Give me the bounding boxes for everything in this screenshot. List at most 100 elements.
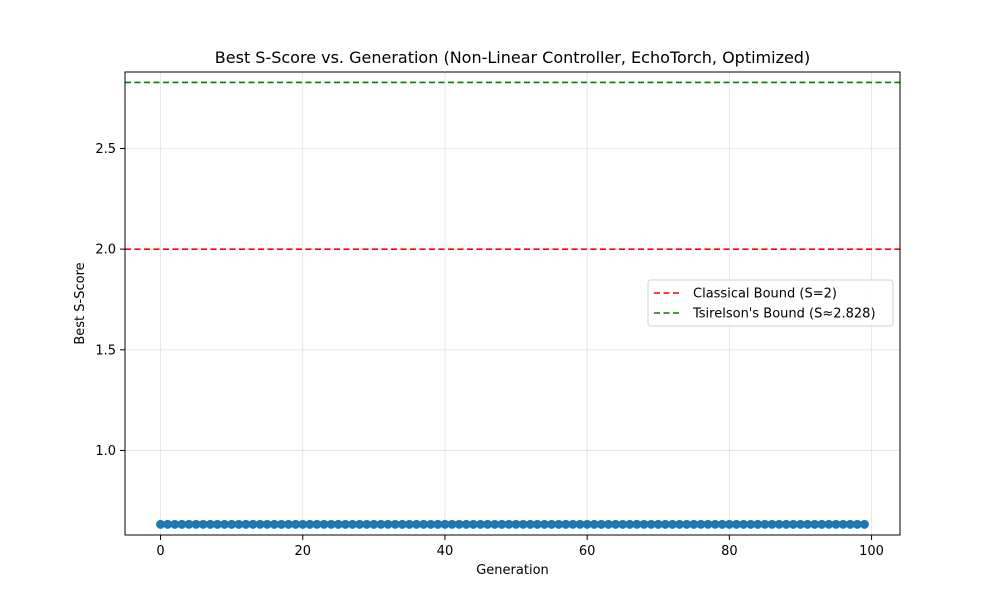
data-point (739, 519, 749, 529)
data-point (603, 519, 613, 529)
y-axis-ticks: 1.0 1.5 2.0 2.5 (95, 142, 125, 459)
data-point (284, 519, 294, 529)
data-point (312, 519, 322, 529)
x-axis-label: Generation (476, 563, 549, 578)
data-point (390, 519, 400, 529)
x-axis-ticks: 0 20 40 60 80 100 (156, 535, 884, 559)
data-point (412, 519, 422, 529)
x-tick-label: 100 (859, 544, 884, 559)
data-point (682, 519, 692, 529)
data-point (369, 519, 379, 529)
data-point (184, 519, 194, 529)
plot-area-frame (124, 71, 901, 536)
data-point (575, 519, 585, 529)
data-point (156, 519, 166, 529)
data-point (746, 519, 756, 529)
data-point (461, 519, 471, 529)
data-point (262, 519, 272, 529)
data-point (440, 519, 450, 529)
data-point (234, 519, 244, 529)
data-point (859, 519, 869, 529)
data-point (525, 519, 535, 529)
x-tick-label: 0 (156, 544, 164, 559)
data-point (376, 519, 386, 529)
data-point (653, 519, 663, 529)
chart-title: Best S-Score vs. Generation (Non-Linear … (215, 48, 810, 67)
data-point (276, 519, 286, 529)
reference-lines (125, 81, 900, 250)
data-point (198, 519, 208, 529)
y-axis-label: Best S-Score (73, 262, 88, 344)
data-point (781, 519, 791, 529)
y-tick-label: 1.0 (95, 444, 116, 459)
data-point (511, 519, 521, 529)
y-tick-label: 1.5 (95, 343, 116, 358)
legend-entry: Classical Bound (S=2) (693, 287, 837, 302)
data-point (333, 519, 343, 529)
data-point (397, 519, 407, 529)
data-point (454, 519, 464, 529)
data-point (177, 519, 187, 529)
data-point (340, 519, 350, 529)
data-point (220, 519, 230, 529)
data-point (426, 519, 436, 529)
data-point (547, 519, 557, 529)
data-point (404, 519, 414, 529)
legend: Classical Bound (S=2) Tsirelson's Bound (… (647, 279, 894, 327)
data-point (760, 519, 770, 529)
data-point (497, 519, 507, 529)
data-point (191, 519, 201, 529)
data-point (483, 519, 493, 529)
data-point (795, 519, 805, 529)
data-point (810, 519, 820, 529)
data-point (532, 519, 542, 529)
data-point (696, 519, 706, 529)
data-point (639, 519, 649, 529)
x-tick-label: 60 (579, 544, 596, 559)
data-point (675, 519, 685, 529)
data-point (589, 519, 599, 529)
data-point (596, 519, 606, 529)
data-point (248, 519, 258, 529)
data-point (703, 519, 713, 529)
data-point (710, 519, 720, 529)
data-point (205, 519, 215, 529)
data-point (518, 519, 528, 529)
data-point (753, 519, 763, 529)
data-point (212, 519, 222, 529)
data-point (632, 519, 642, 529)
data-point (803, 519, 813, 529)
data-point (476, 519, 486, 529)
x-tick-label: 20 (294, 544, 311, 559)
x-tick-label: 80 (721, 544, 738, 559)
data-point (291, 519, 301, 529)
data-point (468, 519, 478, 529)
data-point (504, 519, 514, 529)
data-point (419, 519, 429, 529)
data-points (156, 519, 869, 529)
data-point (717, 519, 727, 529)
data-point (689, 519, 699, 529)
data-point (355, 519, 365, 529)
data-point (838, 519, 848, 529)
data-point (433, 519, 443, 529)
data-point (163, 519, 173, 529)
legend-box (647, 279, 894, 327)
data-point (241, 519, 251, 529)
data-point (348, 519, 358, 529)
data-point (362, 519, 372, 529)
data-point (667, 519, 677, 529)
y-tick-label: 2.5 (95, 142, 116, 157)
data-point (539, 519, 549, 529)
data-point (831, 519, 841, 529)
data-point (618, 519, 628, 529)
data-point (447, 519, 457, 529)
x-tick-label: 40 (437, 544, 454, 559)
data-point (845, 519, 855, 529)
data-point (319, 519, 329, 529)
data-point (660, 519, 670, 529)
data-point (646, 519, 656, 529)
data-point (490, 519, 500, 529)
data-point (561, 519, 571, 529)
